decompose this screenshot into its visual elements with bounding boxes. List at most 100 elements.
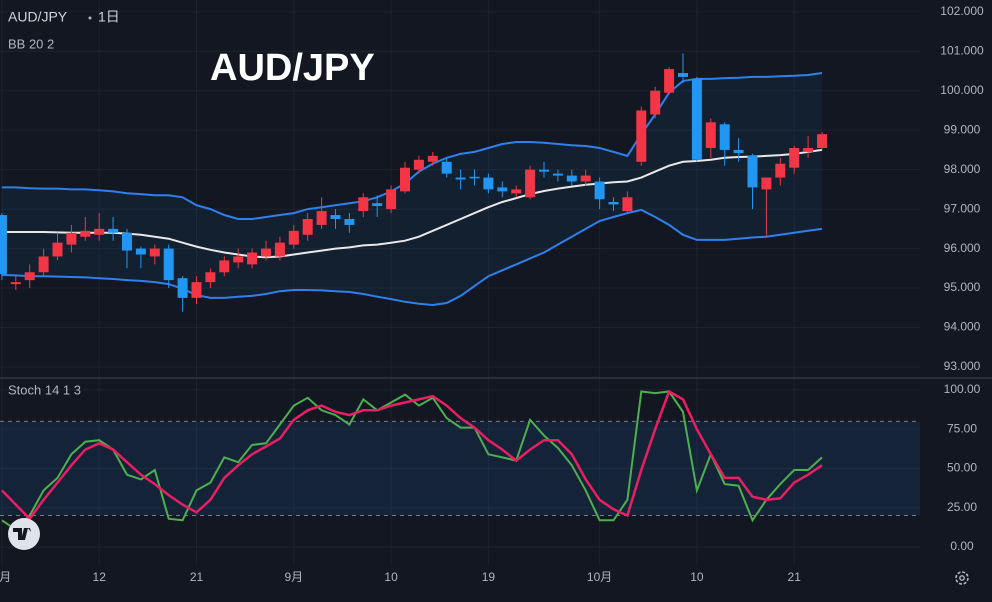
candle-body — [372, 203, 383, 206]
candle-body — [427, 155, 438, 162]
labels: AUD/JPY 1日 BB 20 2 AUD/JPY Stoch 14 1 3 … — [0, 4, 984, 584]
candle-body — [733, 149, 744, 154]
candle-body — [775, 163, 786, 178]
candle-body — [413, 159, 424, 170]
stoch-label: Stoch 14 1 3 — [8, 382, 81, 397]
candle-body — [497, 187, 508, 192]
candle-body — [219, 260, 230, 273]
candle-body — [552, 173, 563, 176]
candle-body — [761, 177, 772, 190]
candle-body — [594, 181, 605, 200]
candle-body — [135, 248, 146, 255]
candle-body — [261, 248, 271, 257]
band-line — [1, 72, 823, 220]
candles — [0, 53, 827, 312]
logo-glyph — [13, 528, 31, 540]
separator-dot — [88, 16, 92, 20]
candle-body — [149, 248, 160, 257]
band-line — [1, 148, 823, 259]
settings-icon[interactable] — [955, 571, 969, 585]
candle-body — [302, 218, 313, 235]
bollinger-bands — [1, 72, 823, 307]
candle-body — [344, 218, 355, 225]
tradingview-logo — [8, 518, 40, 550]
candle-body — [358, 197, 369, 212]
candle-body — [622, 197, 633, 212]
candle-body — [177, 278, 188, 298]
candle-body — [108, 228, 119, 233]
y-tick-label: 25.00 — [947, 500, 977, 514]
y-tick-label: 101.000 — [940, 43, 984, 57]
y-tick-label: 50.00 — [947, 461, 977, 475]
candle-body — [678, 72, 688, 77]
x-tick-label: 21 — [190, 570, 204, 584]
symbol: AUD/JPY — [8, 9, 68, 25]
x-tick-label: 19 — [482, 570, 496, 584]
candle-body — [386, 189, 397, 210]
candle-body — [274, 242, 285, 257]
candle-body — [38, 256, 49, 273]
band-fill — [0, 421, 920, 516]
y-tick-label: 98.000 — [944, 162, 981, 176]
candle-body — [24, 272, 35, 281]
candle-body — [566, 175, 577, 182]
x-tick-label: 12 — [93, 570, 107, 584]
stoch-line — [1, 389, 823, 521]
candle-body — [400, 167, 410, 192]
candle-body — [580, 175, 591, 182]
band-fill — [1, 73, 822, 305]
candle-body — [664, 69, 675, 93]
candle-body — [747, 155, 758, 188]
candle-body — [455, 177, 466, 180]
candle-body — [163, 248, 174, 281]
candle-body — [817, 134, 827, 148]
candle-body — [483, 177, 494, 190]
interval: 1日 — [98, 9, 120, 25]
candle-body — [316, 211, 327, 225]
y-tick-label: 99.000 — [944, 122, 981, 136]
y-tick-label: 100.000 — [940, 83, 984, 97]
y-tick-label: 100.00 — [944, 382, 981, 396]
candle-body — [247, 252, 258, 265]
candle-body — [608, 202, 619, 205]
gear[interactable] — [955, 571, 969, 585]
y-tick-label: 96.000 — [944, 241, 981, 255]
candle-body — [94, 228, 105, 235]
candle-body — [0, 215, 7, 275]
x-tick-label: 10月 — [587, 570, 612, 584]
candle-body — [469, 176, 480, 179]
x-tick-label: 10 — [384, 570, 398, 584]
x-tick-label: 8月 — [0, 570, 11, 584]
y-tick-label: 95.000 — [944, 280, 981, 294]
indicator-label: BB 20 2 — [8, 36, 54, 51]
candle-body — [122, 232, 132, 251]
candle-body — [705, 122, 716, 148]
candle-body — [691, 78, 702, 160]
candle-body — [233, 256, 244, 263]
candle-body — [511, 189, 522, 194]
candle-body — [539, 169, 549, 172]
candle-body — [525, 169, 536, 198]
candle-body — [66, 232, 77, 245]
stochastic — [0, 389, 920, 531]
x-tick-label: 10 — [690, 570, 704, 584]
candle-body — [650, 90, 661, 115]
candle-body — [719, 124, 730, 150]
candle-body — [191, 282, 202, 298]
band-line — [1, 208, 823, 307]
y-tick-label: 93.000 — [944, 359, 981, 373]
candle-body — [205, 272, 216, 283]
y-tick-label: 94.000 — [944, 320, 981, 334]
candle-body — [441, 161, 452, 174]
y-tick-label: 0.00 — [950, 539, 974, 553]
grid — [0, 0, 920, 565]
y-tick-label: 75.00 — [947, 421, 977, 435]
candle-body — [636, 110, 647, 162]
candle-body — [80, 230, 91, 237]
candle-body — [288, 230, 299, 245]
x-tick-label: 21 — [788, 570, 802, 584]
y-tick-label: 102.000 — [940, 4, 984, 18]
candle-body — [789, 147, 800, 168]
